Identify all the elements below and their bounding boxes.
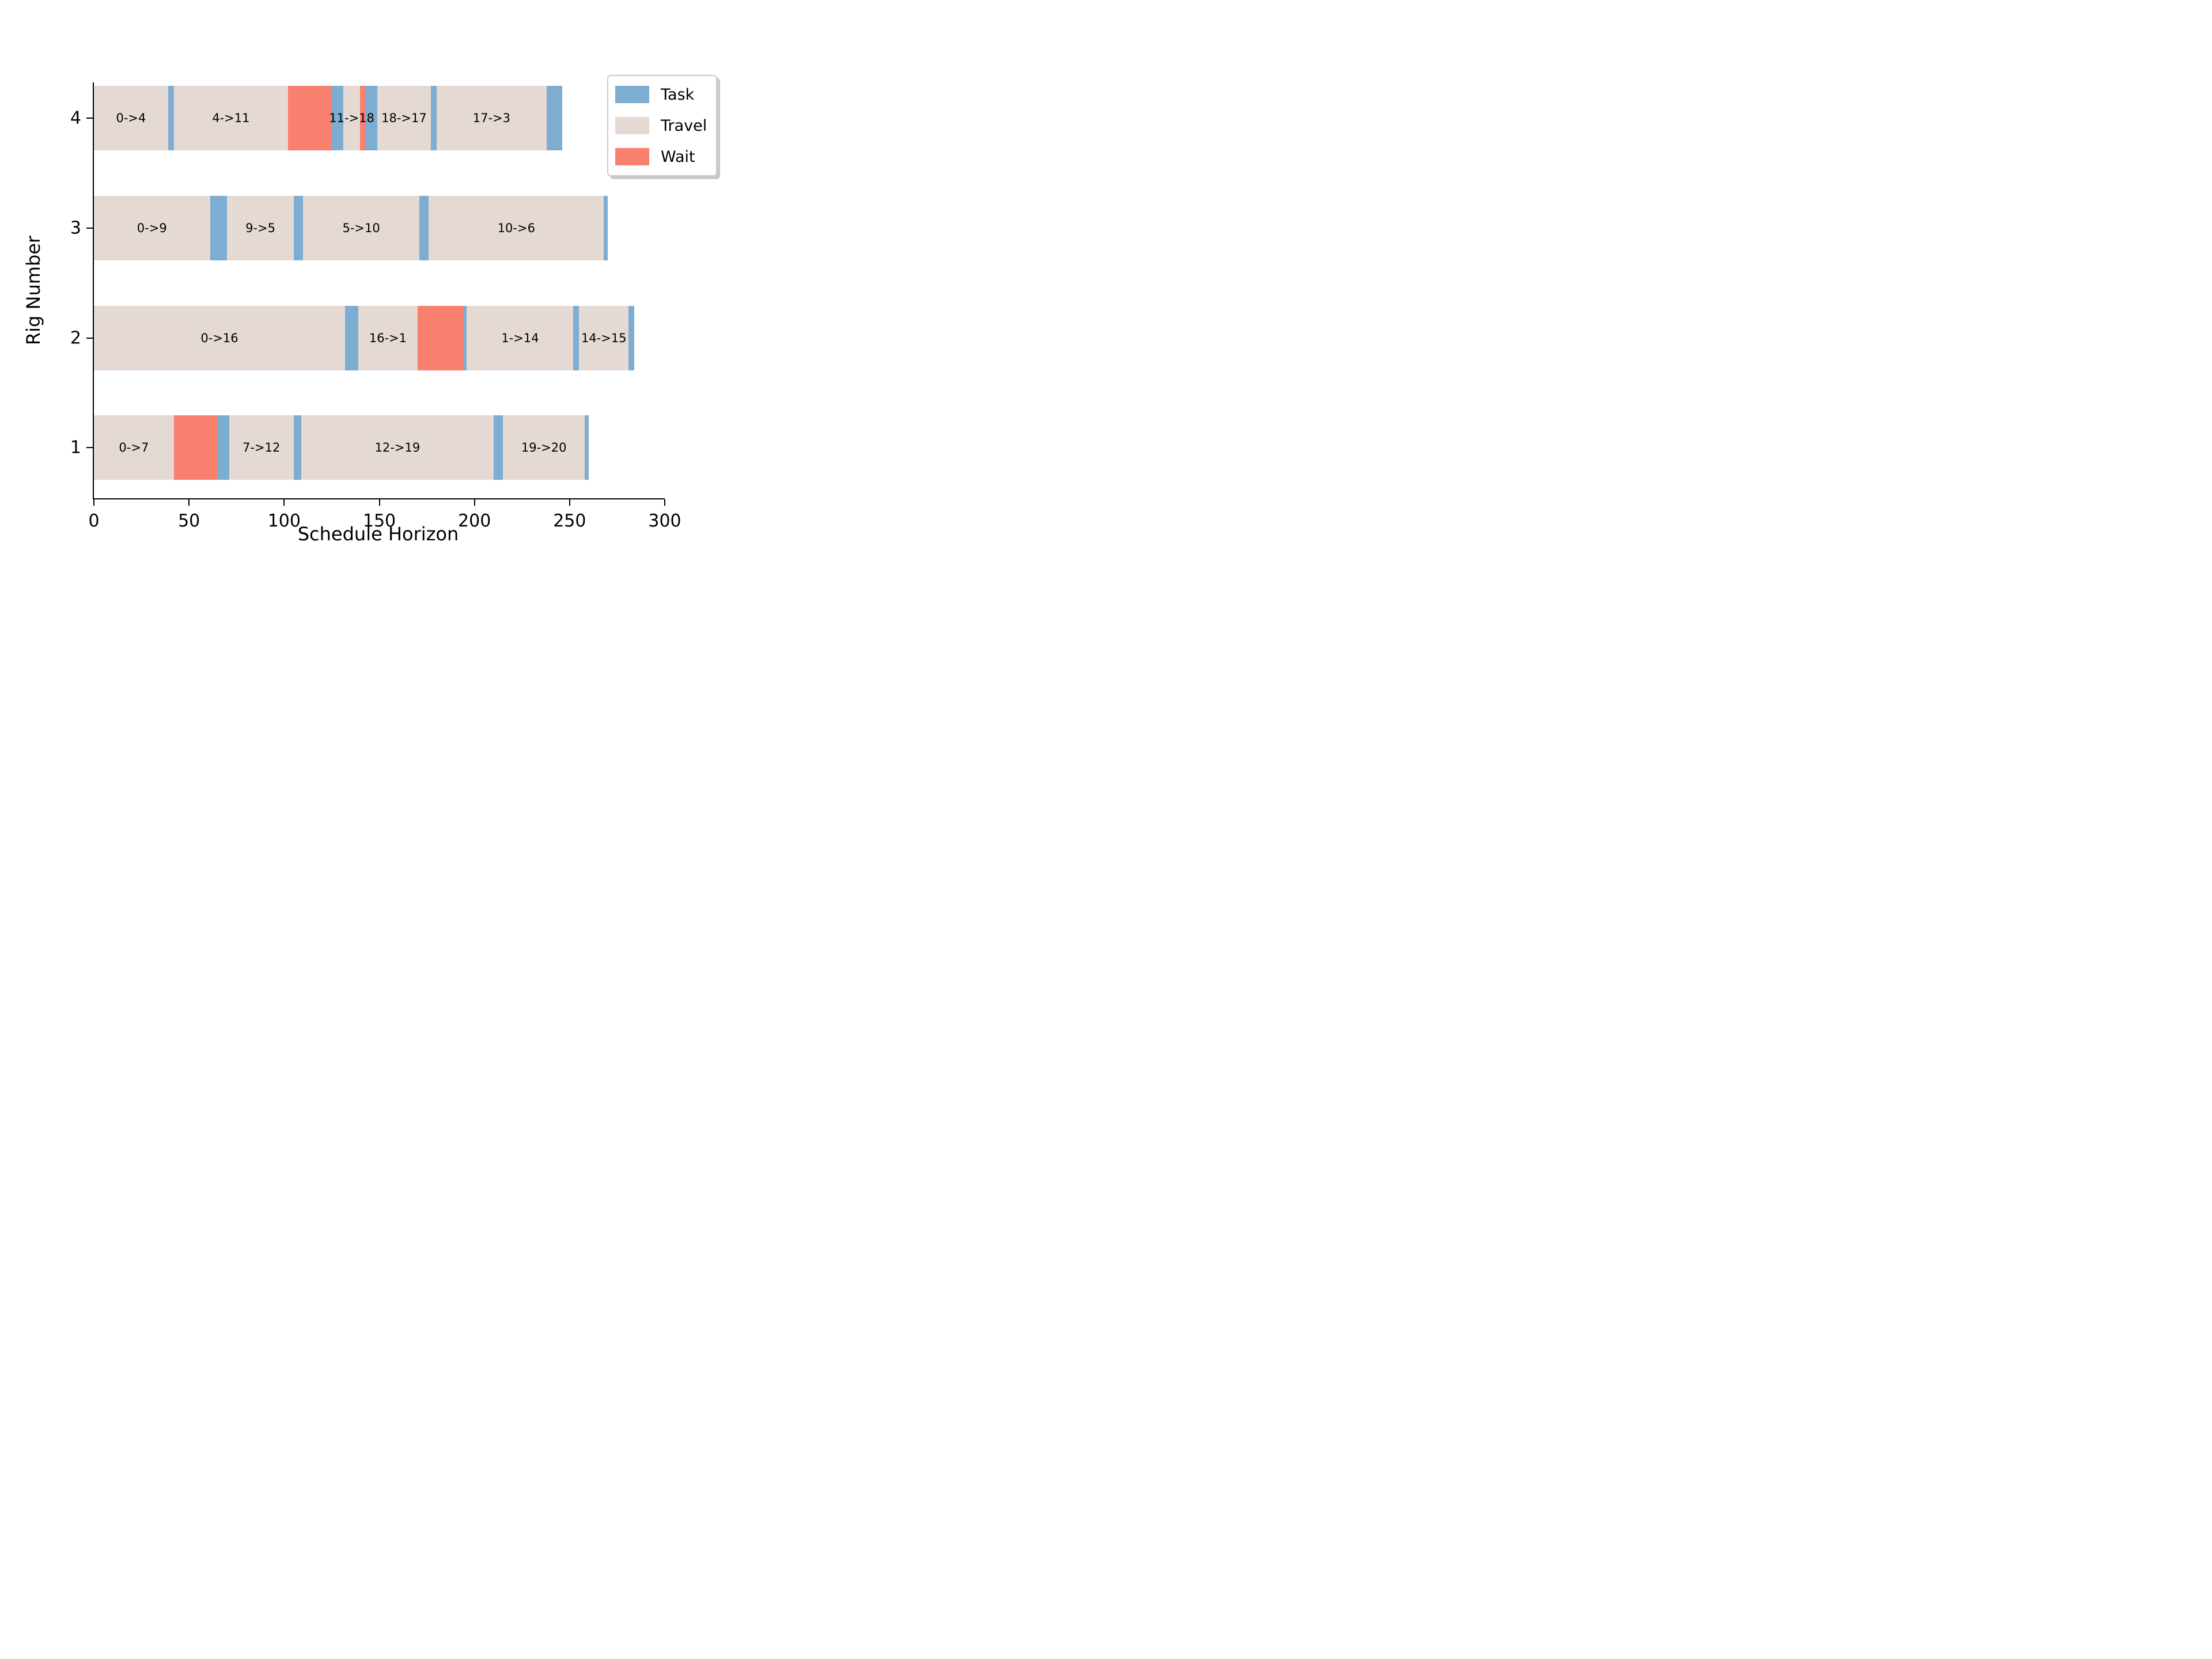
travel-segment-1->14: 1->14 xyxy=(467,305,574,370)
task-segment xyxy=(573,305,579,370)
legend-swatch-task-icon xyxy=(615,86,649,103)
legend-label: Wait xyxy=(661,147,695,166)
x-tick-label: 150 xyxy=(362,511,396,531)
travel-segment-7->12: 7->12 xyxy=(229,415,294,480)
travel-label: 5->10 xyxy=(342,221,380,235)
legend-label: Travel xyxy=(661,116,707,135)
x-axis-label: Schedule Horizon xyxy=(297,523,459,545)
task-segment xyxy=(463,305,467,370)
travel-label: 11->18 xyxy=(329,111,374,125)
y-tick xyxy=(86,447,93,449)
travel-label: 0->4 xyxy=(116,111,146,125)
task-segment xyxy=(493,415,503,480)
travel-segment-9->5: 9->5 xyxy=(227,195,294,260)
travel-label: 0->9 xyxy=(137,221,167,235)
wait-segment xyxy=(287,86,332,150)
x-tick xyxy=(569,499,570,506)
travel-label: 4->11 xyxy=(212,111,250,125)
travel-segment-10->6: 10->6 xyxy=(429,195,604,260)
plot-area: 0->4 4->11 11->18 18->17 17->3 0->9 9->5 5->10 1… xyxy=(70,82,681,531)
y-tick xyxy=(86,227,93,229)
x-tick xyxy=(664,499,665,506)
wait-segment xyxy=(360,86,366,150)
x-tick-label: 0 xyxy=(88,511,100,531)
x-tick xyxy=(378,499,380,506)
travel-label: 16->1 xyxy=(369,331,407,345)
legend-item-task: Task xyxy=(615,84,707,105)
legend: Task Travel Wait xyxy=(607,75,718,176)
x-tick xyxy=(93,499,94,506)
legend-swatch-wait-icon xyxy=(615,148,649,165)
task-segment xyxy=(345,305,359,370)
task-segment xyxy=(430,86,437,150)
task-segment xyxy=(293,415,302,480)
legend-label: Task xyxy=(661,85,695,104)
x-tick-label: 200 xyxy=(458,511,491,531)
task-segment xyxy=(628,305,635,370)
travel-label: 18->17 xyxy=(381,111,427,125)
travel-label: 10->6 xyxy=(497,221,535,235)
legend-item-wait: Wait xyxy=(615,146,707,167)
travel-segment-14->15: 14->15 xyxy=(579,305,629,370)
travel-segment-0->4: 0->4 xyxy=(94,86,168,150)
travel-segment-5->10: 5->10 xyxy=(303,195,419,260)
task-segment xyxy=(331,86,343,150)
task-segment xyxy=(168,86,174,150)
wait-segment xyxy=(417,305,463,370)
travel-segment-0->7: 0->7 xyxy=(94,415,174,480)
x-tick-label: 250 xyxy=(553,511,586,531)
y-tick-label: 3 xyxy=(70,218,81,238)
schedule-gantt-figure: 0->4 4->11 11->18 18->17 17->3 0->9 9->5 5->10 1… xyxy=(0,0,737,553)
travel-label: 14->15 xyxy=(581,331,627,345)
task-segment xyxy=(293,195,304,260)
travel-label: 0->7 xyxy=(119,441,149,455)
travel-label: 1->14 xyxy=(501,331,539,345)
y-tick xyxy=(86,337,93,339)
travel-segment-19->20: 19->20 xyxy=(503,415,585,480)
task-segment xyxy=(366,86,378,150)
y-tick xyxy=(86,118,93,119)
task-segment xyxy=(585,415,589,480)
travel-segment-11->18: 11->18 xyxy=(329,86,374,150)
x-tick-label: 300 xyxy=(648,511,681,531)
x-tick xyxy=(188,499,190,506)
travel-label: 0->16 xyxy=(200,331,238,345)
task-segment xyxy=(217,415,229,480)
x-tick-label: 50 xyxy=(178,511,200,531)
travel-segment-4->11: 4->11 xyxy=(173,86,288,150)
travel-segment-0->9: 0->9 xyxy=(94,195,210,260)
x-tick-label: 100 xyxy=(267,511,301,531)
y-tick-label: 4 xyxy=(70,108,81,128)
task-segment xyxy=(604,195,608,260)
travel-label: 19->20 xyxy=(521,441,567,455)
travel-segment-12->19: 12->19 xyxy=(301,415,494,480)
travel-label: 9->5 xyxy=(245,221,275,235)
travel-label: 7->12 xyxy=(243,441,281,455)
legend-item-travel: Travel xyxy=(615,115,707,136)
task-segment xyxy=(547,86,562,150)
y-tick-label: 2 xyxy=(70,328,81,349)
travel-segment-0->16: 0->16 xyxy=(94,305,346,370)
travel-label: 12->19 xyxy=(374,441,421,455)
wait-segment xyxy=(173,415,218,480)
travel-segment-18->17: 18->17 xyxy=(377,86,431,150)
y-axis-label: Rig Number xyxy=(22,235,44,346)
travel-segment-16->1: 16->1 xyxy=(358,305,418,370)
x-tick xyxy=(283,499,285,506)
legend-swatch-travel-icon xyxy=(615,117,649,134)
y-tick-label: 1 xyxy=(70,437,81,458)
task-segment xyxy=(210,195,228,260)
task-segment xyxy=(419,195,429,260)
travel-label: 17->3 xyxy=(472,111,511,125)
travel-segment-17->3: 17->3 xyxy=(436,86,547,150)
x-tick xyxy=(474,499,475,506)
